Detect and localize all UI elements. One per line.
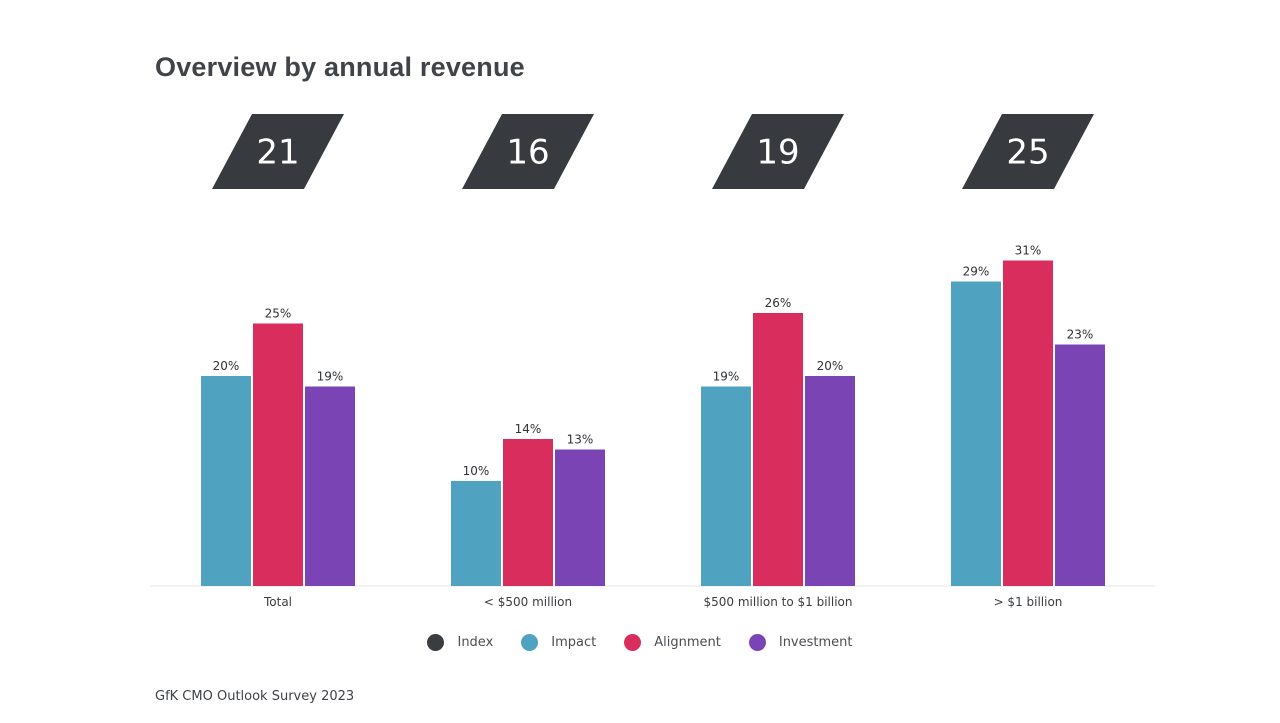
index-badges: 21 16 19 25 <box>212 114 1094 189</box>
legend-label-investment: Investment <box>778 635 853 650</box>
value-label-investment-500-million-to-1-billion: 20% <box>817 359 844 373</box>
legend-swatch-alignment <box>624 634 642 651</box>
value-label-investment-500-million: 13% <box>567 433 594 447</box>
legend-swatch-impact <box>521 634 539 651</box>
category-label-500-million: < $500 million <box>484 595 572 609</box>
bar-alignment-1-billion <box>1003 260 1053 586</box>
bar-alignment-500-million <box>503 439 553 586</box>
value-label-impact-1-billion: 29% <box>963 265 990 279</box>
bar-alignment-500-million-to-1-billion <box>753 313 803 586</box>
bar-impact-1-billion <box>951 281 1001 586</box>
legend-swatch-investment <box>748 634 766 651</box>
category-label-500-million-to-1-billion: $500 million to $1 billion <box>704 595 853 609</box>
category-label-1-billion: > $1 billion <box>994 595 1063 609</box>
index-badge-500-million-to-1-billion <box>712 114 844 189</box>
value-label-investment-1-billion: 23% <box>1067 328 1094 342</box>
value-label-impact-500-million-to-1-billion: 19% <box>713 370 740 384</box>
bar-investment-total <box>305 386 355 586</box>
legend-label-index: Index <box>457 635 494 650</box>
bar-investment-500-million <box>555 449 605 586</box>
chart-title: Overview by annual revenue <box>155 52 525 82</box>
index-value-500-million-to-1-billion: 19 <box>756 133 799 173</box>
bar-investment-500-million-to-1-billion <box>805 376 855 586</box>
bar-impact-total <box>201 376 251 586</box>
legend-label-alignment: Alignment <box>654 635 721 650</box>
legend-item-investment: Investment <box>748 634 853 651</box>
value-labels: 20% 25% 19% 10% 14% 13% 19% 26% 20% 29% 31% 23% <box>213 244 1094 479</box>
value-label-impact-total: 20% <box>213 359 240 373</box>
legend-swatch-index <box>427 634 445 651</box>
value-label-alignment-total: 25% <box>265 307 292 321</box>
value-label-impact-500-million: 10% <box>463 464 490 478</box>
value-label-alignment-500-million-to-1-billion: 26% <box>765 296 792 310</box>
index-badge-1-billion <box>962 114 1094 189</box>
index-value-500-million: 16 <box>506 133 549 173</box>
value-label-alignment-1-billion: 31% <box>1015 244 1042 258</box>
category-labels: Total < $500 million $500 million to $1 bi… <box>263 595 1062 609</box>
bar-investment-1-billion <box>1055 344 1105 586</box>
bar-alignment-total <box>253 323 303 586</box>
category-label-total: Total <box>263 595 292 609</box>
bar-impact-500-million <box>451 481 501 586</box>
legend: Index Impact Alignment Investment <box>0 634 1280 651</box>
index-badge-500-million <box>462 114 594 189</box>
index-badge-total <box>212 114 344 189</box>
legend-item-alignment: Alignment <box>624 634 721 651</box>
index-value-total: 21 <box>256 133 299 173</box>
source-note: GfK CMO Outlook Survey 2023 <box>155 689 355 704</box>
legend-item-impact: Impact <box>521 634 596 651</box>
legend-item-index: Index <box>427 634 493 651</box>
bars <box>201 260 1105 586</box>
legend-label-impact: Impact <box>551 635 597 650</box>
bar-impact-500-million-to-1-billion <box>701 386 751 586</box>
value-label-investment-total: 19% <box>317 370 344 384</box>
index-value-1-billion: 25 <box>1006 133 1049 173</box>
value-label-alignment-500-million: 14% <box>515 422 542 436</box>
